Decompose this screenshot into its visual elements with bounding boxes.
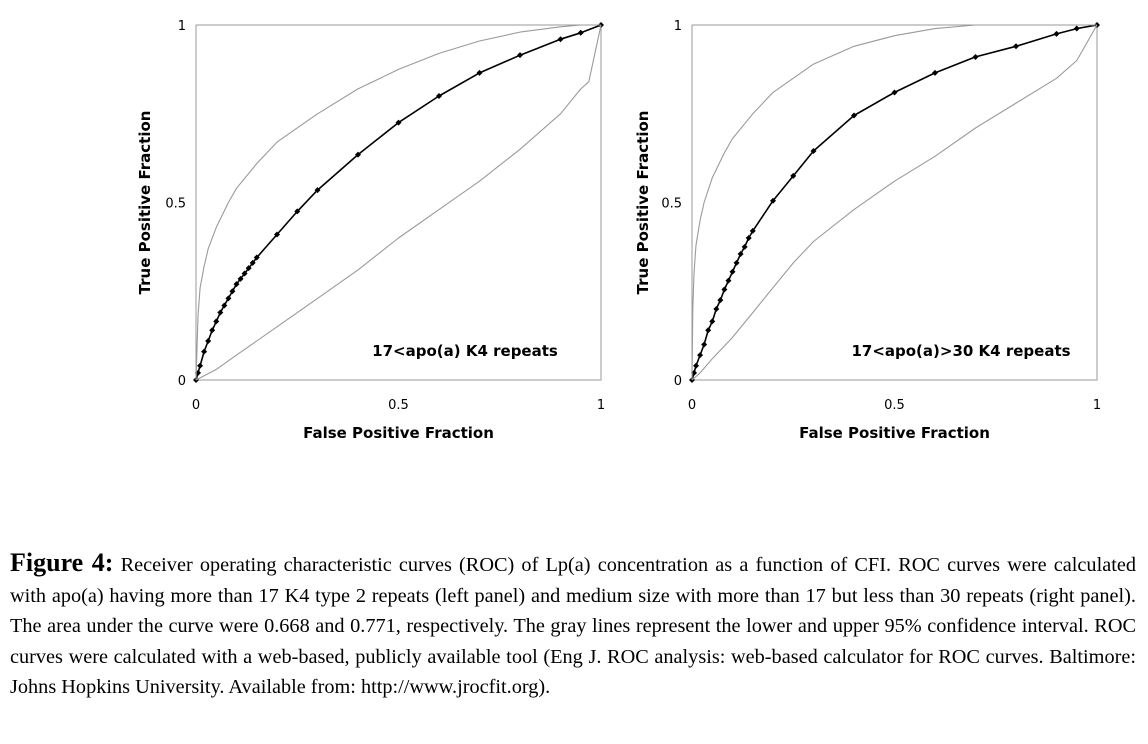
plot-frame bbox=[691, 24, 1098, 381]
roc-data-point bbox=[197, 362, 204, 369]
roc-data-point bbox=[717, 297, 724, 304]
lower-ci-line bbox=[195, 24, 602, 381]
roc-data-point bbox=[274, 231, 280, 238]
roc-data-point bbox=[891, 89, 898, 96]
x-tick-label: 1 bbox=[597, 398, 605, 413]
x-tick-label: 0 bbox=[688, 398, 696, 413]
roc-data-point bbox=[851, 112, 857, 119]
figure-caption: Figure 4: Receiver operating characteris… bbox=[10, 548, 1136, 703]
roc-data-point bbox=[205, 337, 212, 344]
roc-data-point bbox=[729, 268, 736, 275]
roc-data-point bbox=[733, 259, 740, 266]
x-tick-label: 0.5 bbox=[388, 398, 409, 413]
roc-data-point bbox=[355, 151, 361, 158]
x-tick-label: 0 bbox=[192, 398, 200, 413]
roc-data-point bbox=[233, 281, 240, 288]
y-tick-label: 0.5 bbox=[165, 197, 186, 212]
roc-data-point bbox=[245, 265, 252, 272]
roc-data-point bbox=[395, 119, 402, 126]
roc-data-point bbox=[713, 306, 720, 312]
roc-data-point bbox=[810, 148, 817, 155]
roc-data-point bbox=[436, 93, 442, 99]
roc-data-point bbox=[213, 318, 220, 325]
y-tick-label: 0 bbox=[674, 374, 682, 389]
roc-data-point bbox=[201, 348, 208, 355]
roc-data-point bbox=[709, 318, 716, 325]
roc-data-point bbox=[209, 327, 216, 334]
roc-data-point bbox=[237, 275, 244, 282]
x-tick-label: 1 bbox=[1093, 398, 1101, 413]
panel-annotation: 17<apo(a)>30 K4 repeats bbox=[851, 342, 1070, 360]
y-axis-title: True Positive Fraction bbox=[634, 111, 652, 295]
left-roc-panel: 0 0.5 1 0 0.5 1 False Positive Fraction True Po… bbox=[136, 19, 605, 442]
figure-charts: 0 0.5 1 0 0.5 1 False Positive Fraction True Po… bbox=[136, 19, 1101, 442]
roc-data-point bbox=[1053, 30, 1060, 37]
x-axis-title: False Positive Fraction bbox=[303, 424, 494, 442]
roc-data-point bbox=[701, 341, 708, 348]
roc-data-point bbox=[790, 172, 797, 179]
roc-data-point bbox=[225, 295, 232, 302]
y-axis-title: True Positive Fraction bbox=[136, 111, 154, 295]
roc-data-point bbox=[697, 352, 704, 359]
figure-label: Figure 4: bbox=[10, 548, 114, 577]
roc-data-point bbox=[229, 288, 236, 295]
plot-frame bbox=[195, 24, 602, 381]
roc-data-point bbox=[221, 302, 228, 309]
y-tick-label: 0.5 bbox=[661, 197, 682, 212]
roc-data-point bbox=[1013, 43, 1019, 50]
roc-data-point bbox=[577, 29, 584, 36]
panel-annotation: 17<apo(a) K4 repeats bbox=[372, 342, 558, 360]
roc-data-point bbox=[241, 270, 248, 277]
roc-data-point bbox=[721, 286, 728, 293]
roc-data-point bbox=[249, 259, 256, 266]
roc-data-point bbox=[253, 254, 260, 261]
roc-data-point bbox=[972, 53, 979, 60]
x-tick-label: 0.5 bbox=[884, 398, 905, 413]
roc-data-point bbox=[217, 309, 224, 316]
roc-data-point bbox=[770, 197, 776, 204]
roc-data-point bbox=[737, 250, 744, 257]
right-roc-panel: 0 0.5 1 0 0.5 1 False Positive Fraction True Po… bbox=[634, 19, 1101, 442]
roc-data-point bbox=[294, 208, 301, 215]
roc-data-point bbox=[932, 69, 938, 76]
upper-ci-line bbox=[691, 24, 1097, 381]
roc-data-point bbox=[725, 277, 732, 284]
roc-curve-line bbox=[691, 24, 1098, 381]
roc-data-point bbox=[314, 187, 321, 194]
lower-ci-line bbox=[691, 24, 1098, 381]
roc-data-point bbox=[741, 243, 748, 250]
roc-curve-line bbox=[195, 24, 602, 381]
roc-data-point bbox=[745, 235, 752, 241]
y-tick-label: 0 bbox=[178, 374, 186, 389]
roc-data-point bbox=[557, 36, 564, 43]
roc-data-point bbox=[749, 227, 756, 234]
roc-data-point bbox=[693, 362, 700, 369]
upper-ci-line bbox=[195, 24, 601, 381]
y-tick-label: 1 bbox=[674, 19, 682, 34]
y-tick-label: 1 bbox=[178, 19, 186, 34]
figure-caption-text: Receiver operating characteristic curves… bbox=[10, 554, 1136, 698]
x-axis-title: False Positive Fraction bbox=[799, 424, 990, 442]
roc-data-point bbox=[1073, 25, 1080, 32]
roc-data-point bbox=[517, 52, 523, 59]
roc-data-point bbox=[705, 327, 712, 334]
roc-data-point bbox=[476, 69, 483, 76]
